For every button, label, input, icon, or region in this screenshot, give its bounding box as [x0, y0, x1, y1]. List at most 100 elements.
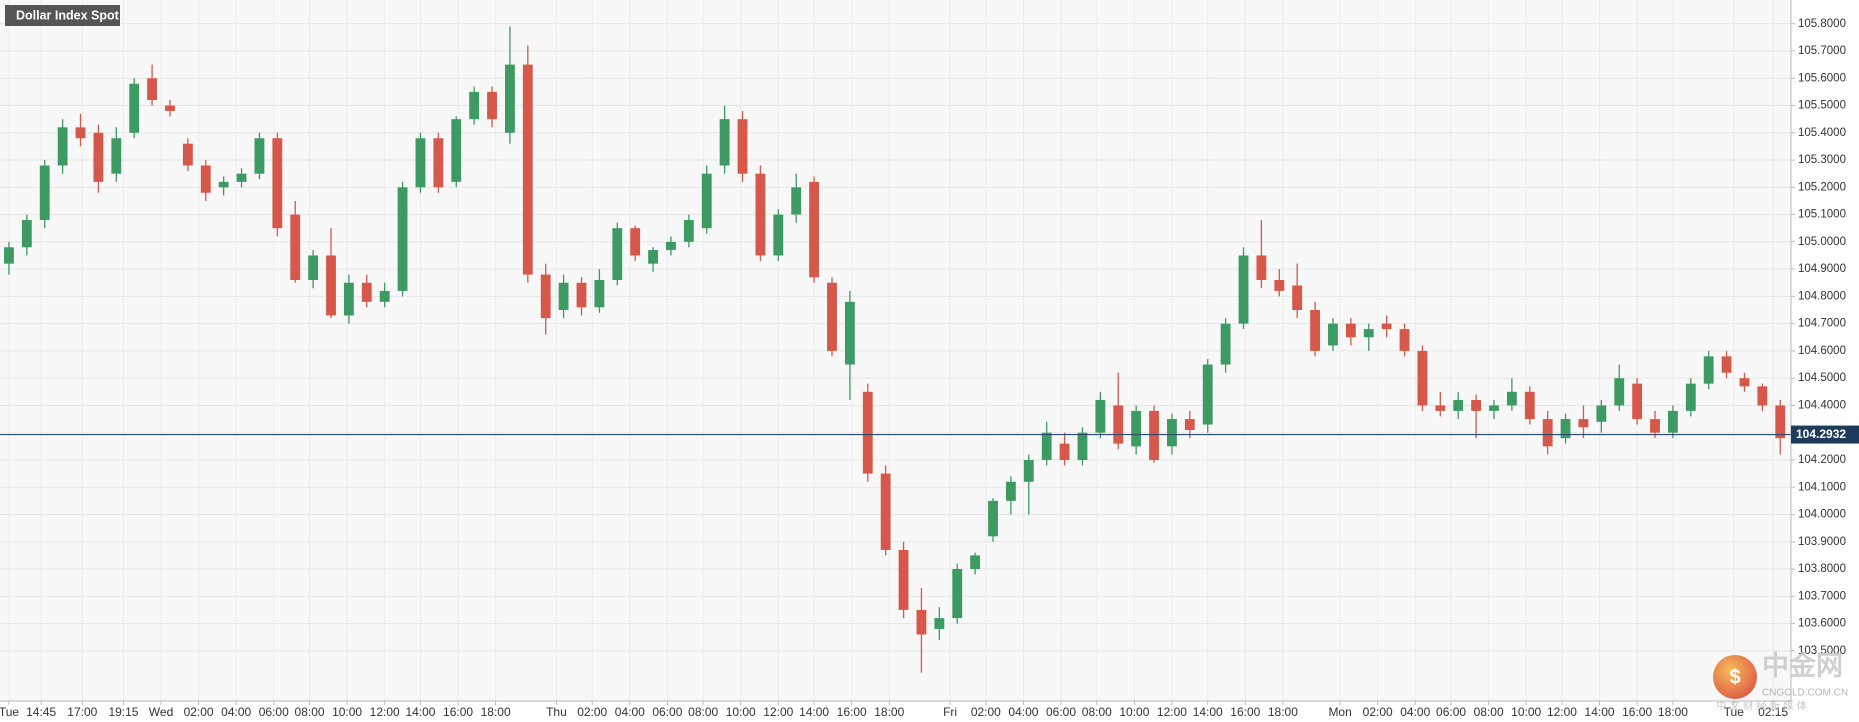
watermark-domain: CNGOLD.COM.CN [1762, 688, 1848, 699]
candle-body [1220, 323, 1231, 365]
candle-body [254, 138, 265, 174]
candle-body [57, 127, 68, 166]
candle-body [540, 274, 551, 319]
x-tick-label: 19:15 [108, 705, 138, 719]
y-tick-label: 105.1000 [1798, 209, 1846, 221]
candle-body [200, 165, 211, 193]
candle-body [111, 138, 122, 174]
title-badge [5, 5, 120, 26]
candle-body [1632, 383, 1643, 420]
x-tick-label: Tue [1724, 705, 1745, 719]
candle-body [1310, 310, 1320, 351]
x-tick-label: 10:00 [726, 705, 756, 719]
candle-body [1560, 419, 1571, 439]
y-tick-label: 104.4000 [1798, 399, 1846, 411]
candle-body [1256, 255, 1267, 281]
candle-body [1667, 410, 1678, 433]
candle-body [1005, 481, 1016, 501]
candle-body [4, 247, 14, 264]
y-tick-label: 105.6000 [1798, 72, 1846, 84]
y-tick-label: 104.0000 [1798, 509, 1846, 521]
candle-body [1453, 399, 1464, 411]
x-tick-label: 04:00 [615, 705, 645, 719]
candle-body [397, 187, 408, 291]
x-tick-label: 04:00 [1008, 705, 1038, 719]
candle-body [272, 138, 283, 229]
candle-body [147, 78, 158, 101]
candle-body [1167, 419, 1177, 447]
x-tick-label: 06:00 [652, 705, 682, 719]
x-tick-label: 02:00 [1363, 705, 1393, 719]
y-tick-label: 103.7000 [1798, 590, 1846, 602]
candle-body [1238, 255, 1249, 324]
x-tick-label: 12:00 [1547, 705, 1577, 719]
candle-body [737, 119, 748, 174]
candle-body [630, 228, 641, 256]
y-tick-label: 103.6000 [1798, 618, 1846, 630]
y-tick-label: 104.2000 [1798, 454, 1846, 466]
candle-body [93, 132, 104, 182]
candle-body [236, 173, 247, 182]
x-tick-label: 12:00 [1157, 705, 1187, 719]
candle-body [916, 609, 927, 635]
candle-body [576, 282, 587, 308]
x-tick-label: 18:00 [481, 705, 511, 719]
candle-body [1399, 329, 1410, 351]
candle-body [21, 220, 32, 248]
candle-body [1506, 391, 1517, 406]
x-tick-label: Thu [546, 705, 567, 719]
y-tick-label: 103.8000 [1798, 563, 1846, 575]
x-tick-label: 14:00 [405, 705, 435, 719]
candle-body [522, 64, 533, 275]
x-tick-label: 18:00 [1268, 705, 1298, 719]
x-tick-label: 14:00 [1585, 705, 1615, 719]
x-tick-label: 02:00 [577, 705, 607, 719]
candle-body [648, 250, 658, 264]
x-tick-label: 12:00 [370, 705, 400, 719]
x-tick-label: 18:00 [874, 705, 904, 719]
candle-body [1274, 280, 1285, 291]
y-tick-label: 104.6000 [1798, 345, 1846, 357]
x-tick-label: 06:00 [1046, 705, 1076, 719]
y-tick-label: 105.5000 [1798, 100, 1846, 112]
candle-body [379, 290, 390, 302]
candle-body [1685, 383, 1696, 411]
candle-body [773, 214, 784, 256]
x-tick-label: 14:45 [26, 705, 56, 719]
candle-body [844, 301, 855, 365]
x-tick-label: Fri [943, 705, 957, 719]
candle-body [701, 173, 712, 229]
candle-body [1041, 432, 1052, 460]
candle-body [1345, 323, 1356, 338]
x-tick-label: 18:00 [1658, 705, 1688, 719]
candle-body [218, 181, 229, 188]
x-tick-label: 02:00 [184, 705, 214, 719]
candle-body [862, 391, 873, 474]
candle-body [880, 473, 891, 550]
watermark-name: 中金网 [1762, 650, 1843, 681]
candle-body [1131, 410, 1142, 447]
candle-body [558, 282, 569, 311]
x-tick-label: 10:00 [332, 705, 362, 719]
candle-body [1184, 419, 1195, 430]
x-tick-label: 06:00 [259, 705, 289, 719]
x-tick-label: 14:00 [1193, 705, 1223, 719]
x-tick-label: 06:00 [1436, 705, 1466, 719]
x-tick-label: 16:00 [837, 705, 867, 719]
y-tick-label: 105.4000 [1798, 127, 1846, 139]
candle-body [594, 280, 605, 308]
y-tick-label: 104.1000 [1798, 481, 1846, 493]
y-tick-label: 105.0000 [1798, 236, 1846, 248]
candle-body [952, 569, 963, 619]
last-price-label: 104.2932 [1796, 427, 1846, 441]
x-tick-label: 16:00 [1622, 705, 1652, 719]
candle-body [666, 241, 676, 251]
x-tick-label: 08:00 [1474, 705, 1504, 719]
x-tick-label: 16:00 [443, 705, 473, 719]
candle-body [308, 255, 319, 281]
x-tick-label: 04:00 [221, 705, 251, 719]
candle-body [791, 187, 802, 215]
candle-body [1435, 405, 1446, 411]
candle-body [1023, 459, 1034, 482]
